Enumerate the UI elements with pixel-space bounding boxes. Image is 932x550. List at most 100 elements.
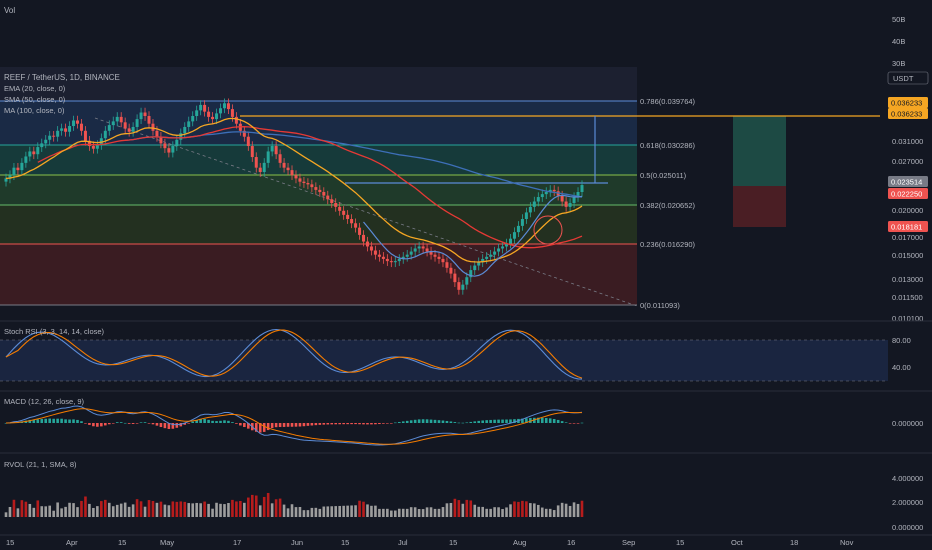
currency-badge[interactable] [887,71,929,85]
rvol-bar [247,497,250,517]
macd-bar [445,420,449,423]
candle-body [44,139,48,144]
candle-body [115,116,119,122]
price-tag[interactable] [888,221,928,232]
rvol-bar [80,500,83,517]
macd-title[interactable]: MACD (12, 26, close, 9) [4,397,85,406]
sma-legend[interactable]: SMA (50, close, 0) [4,95,66,104]
vol-axis-label: 50B [892,15,905,24]
rvol-bar [366,504,369,517]
rvol-bar [354,505,357,517]
rvol-histogram [4,492,584,517]
candle-body [381,256,385,259]
candle-body [175,139,179,147]
stoch-title[interactable]: Stoch RSI (3, 3, 14, 14, close) [4,327,105,336]
macd-bar [294,423,298,427]
ema-legend[interactable]: EMA (20, close, 0) [4,84,66,93]
rvol-bar [60,508,63,517]
rvol-bar [409,507,413,517]
time-tick: May [160,538,174,547]
rvol-bar [36,500,40,517]
candle-body [183,126,187,134]
rvol-bar [127,506,131,517]
rvol-bar [493,507,496,517]
rvol-bar [552,510,556,517]
candle-body [147,116,151,124]
rvol-bar [374,505,377,517]
candle-body [111,121,115,126]
time-tick: Oct [731,538,744,547]
fib-label: 0.786(0.039764) [640,97,696,106]
candle-body [270,146,274,152]
macd-bar [334,423,338,425]
time-axis[interactable]: 15 Apr 15 May 17 Jun 15 Jul 15 Aug 16 Sep 15 Oct 18 Nov [6,538,854,547]
candle-body [445,262,449,268]
macd-bar [262,423,266,432]
ma-legend[interactable]: MA (100, close, 0) [4,106,65,115]
candle-body [477,262,481,266]
candle-body [250,146,254,158]
rvol-bar [560,502,564,517]
price-tag[interactable] [888,108,928,119]
price-tag[interactable] [888,97,928,108]
macd-bar [270,423,274,429]
price-axis[interactable]: USDT 0.031000 0.027000 0.020000 0.017000… [887,71,929,323]
candle-body [215,113,219,120]
macd-bar [207,419,210,423]
macd-bar [354,423,357,425]
macd-bar [390,423,393,424]
macd-bar [485,420,488,423]
rvol-bar [441,507,445,517]
time-tick: Jun [291,538,303,547]
stop-zone[interactable] [733,186,786,227]
macd-bar [326,423,330,425]
macd-bar [44,418,48,423]
candle-body [520,219,524,226]
macd-bar [576,423,580,424]
macd-bar [4,423,8,424]
rvol-bar [513,501,516,517]
rvol-bar [163,504,167,517]
macd-bar [163,423,167,429]
macd-bar [254,423,258,432]
macd-bar [572,423,576,424]
symbol-title[interactable]: REEF / TetherUS, 1D, BINANCE [4,73,120,82]
rvol-bar [540,507,544,517]
rvol-bar [270,503,274,517]
price-tag-text: 0.036233 [891,110,922,119]
macd-bar [433,419,437,423]
price-tag[interactable] [888,188,928,199]
macd-bar [219,420,222,423]
rvol-bar [326,506,330,517]
candle-body [28,151,32,157]
macd-bar [429,419,433,423]
rvol-bar [52,510,55,517]
rvol-bar [290,504,294,517]
macd-bar [397,421,401,423]
macd-bar [322,423,326,425]
macd-bar [127,423,131,424]
price-tick: 0.015000 [892,251,923,260]
rvol-bar [40,506,44,517]
candle-body [389,261,393,263]
highlight-circle [533,215,563,245]
candle-body [179,133,183,140]
price-tick: 0.010100 [892,314,923,323]
rvol-bar [155,502,159,517]
rvol-bar [12,499,16,517]
macd-bar [96,423,99,427]
candle-body [354,223,358,228]
rvol-bar [417,509,421,517]
macd-bar [453,422,457,423]
rvol-bar [342,505,345,517]
price-tag[interactable] [888,176,928,187]
target-zone[interactable] [733,116,786,186]
rvol-bar [529,503,532,517]
candle-body [461,284,465,290]
rvol-title[interactable]: RVOL (21, 1, SMA, 8) [4,460,77,469]
time-tick: Jul [398,538,408,547]
rvol-bar [266,492,270,517]
candle-body [417,246,421,249]
candle-body [143,112,147,117]
